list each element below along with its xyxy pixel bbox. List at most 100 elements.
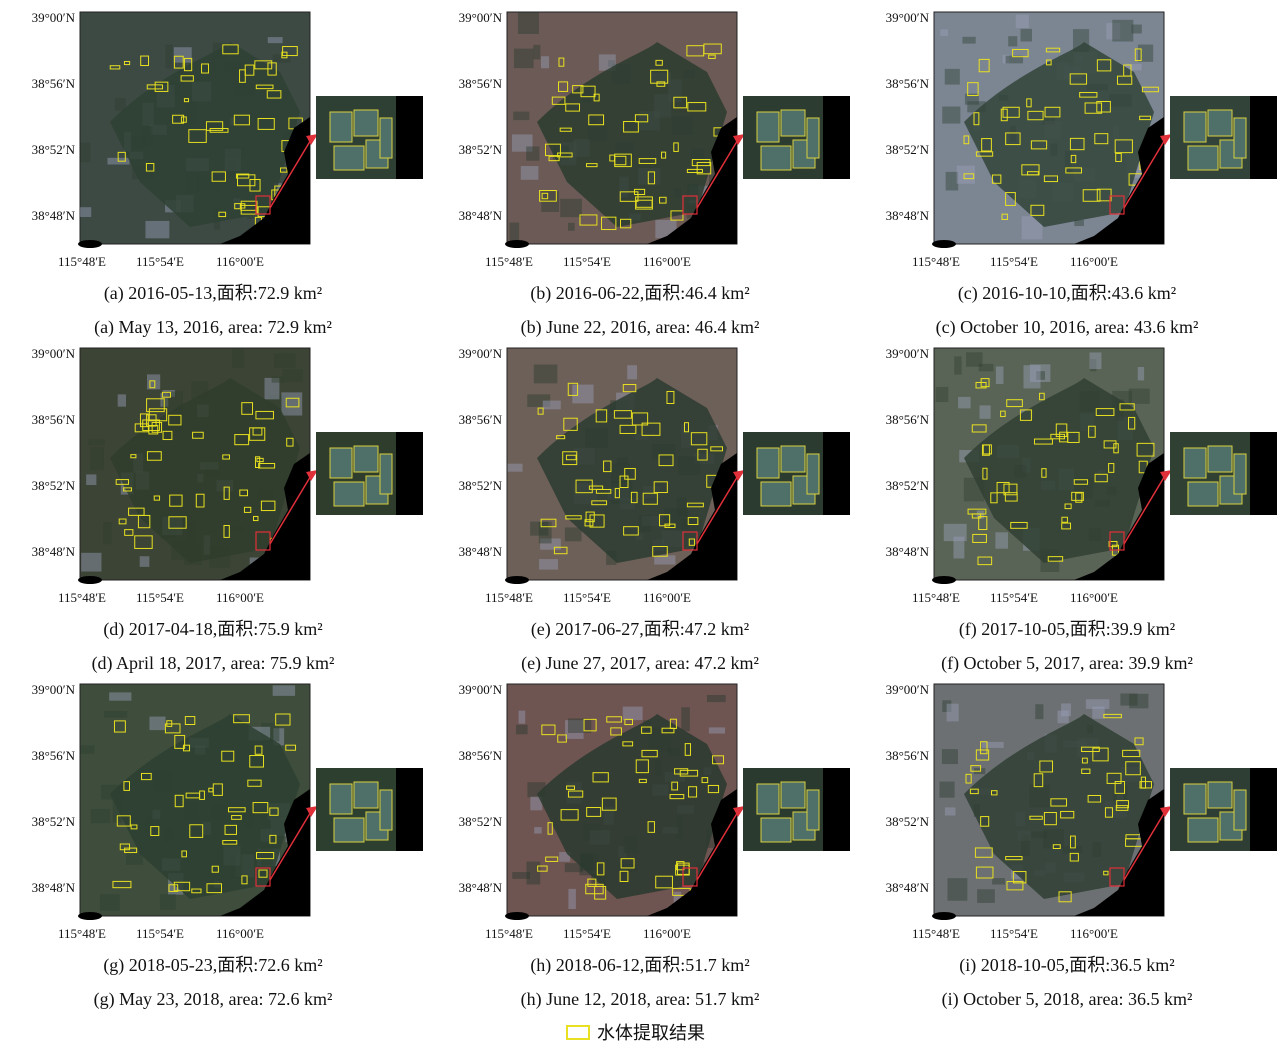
inset-water xyxy=(380,454,392,494)
inset-sea xyxy=(396,96,423,179)
inset-water xyxy=(1208,782,1232,808)
image-texture xyxy=(1138,367,1144,380)
lat-label: 38°52′N xyxy=(32,142,76,157)
lat-label: 38°56′N xyxy=(32,76,76,91)
image-texture xyxy=(572,385,593,404)
image-texture xyxy=(1021,29,1032,42)
image-texture xyxy=(509,223,519,241)
image-texture xyxy=(516,725,528,735)
lon-label: 115°48′E xyxy=(58,254,106,269)
image-texture xyxy=(560,199,582,217)
image-texture xyxy=(534,365,558,384)
image-texture xyxy=(944,524,967,541)
image-texture xyxy=(268,37,283,43)
image-texture xyxy=(1138,45,1153,62)
lon-label: 116°00′E xyxy=(643,590,691,605)
lon-label: 115°54′E xyxy=(563,254,611,269)
image-texture xyxy=(962,37,975,44)
lat-label: 38°48′N xyxy=(459,208,503,223)
lat-label: 38°48′N xyxy=(32,880,76,895)
figure: 39°00′N 38°56′N 38°52′N 38°48′N 115°48′E 115°… xyxy=(0,0,1278,1048)
lat-label: 38°56′N xyxy=(32,412,76,427)
caption-cn: (e) 2017-06-27,面积:47.2 km² xyxy=(531,619,749,640)
panel: 39°00′N38°56′N38°52′N38°48′N115°48′E115°… xyxy=(459,10,850,338)
inset-water xyxy=(761,818,791,842)
image-texture xyxy=(543,401,561,410)
lon-label: 116°00′E xyxy=(1070,254,1118,269)
lon-label: 116°00′E xyxy=(216,254,264,269)
inset-water xyxy=(330,448,352,478)
image-texture xyxy=(958,397,971,408)
image-texture xyxy=(232,348,244,368)
lon-label: 115°48′E xyxy=(58,926,106,941)
lon-label: 115°54′E xyxy=(136,590,184,605)
image-texture xyxy=(946,172,959,191)
image-texture xyxy=(982,742,1004,748)
caption-en: (d) April 18, 2017, area: 75.9 km² xyxy=(92,653,335,674)
inset-water xyxy=(334,146,364,170)
inset-water xyxy=(330,112,352,142)
inset-water xyxy=(1184,112,1206,142)
lat-label: 38°56′N xyxy=(459,748,503,763)
corner-shadow xyxy=(78,912,102,920)
inset-water xyxy=(380,790,392,830)
inset-water xyxy=(781,446,805,472)
image-texture xyxy=(707,695,726,702)
lon-label: 115°48′E xyxy=(912,926,960,941)
lon-label: 115°54′E xyxy=(990,590,1038,605)
caption-cn: (i) 2018-10-05,面积:36.5 km² xyxy=(959,955,1174,976)
inset-sea xyxy=(823,96,850,179)
image-texture xyxy=(623,707,643,720)
inset-water xyxy=(757,112,779,142)
image-texture xyxy=(979,405,990,418)
lat-label: 38°48′N xyxy=(32,544,76,559)
image-texture xyxy=(942,107,960,124)
image-texture xyxy=(940,29,948,36)
lon-label: 116°00′E xyxy=(643,254,691,269)
panel: 39°00′N38°56′N38°52′N38°48′N115°48′E115°… xyxy=(886,10,1277,338)
image-texture xyxy=(118,394,126,406)
image-texture xyxy=(1086,699,1110,709)
image-texture xyxy=(1035,704,1043,719)
lon-label: 116°00′E xyxy=(1070,926,1118,941)
lat-label: 38°48′N xyxy=(886,880,930,895)
image-texture xyxy=(81,553,101,572)
image-texture xyxy=(534,827,542,833)
inset-sea xyxy=(1250,96,1277,179)
image-texture xyxy=(954,356,961,374)
lat-label: 38°48′N xyxy=(32,208,76,223)
lon-label: 115°54′E xyxy=(136,926,184,941)
corner-shadow xyxy=(78,240,102,248)
image-texture xyxy=(115,98,126,111)
corner-shadow xyxy=(932,912,956,920)
lat-label: 39°00′N xyxy=(886,346,930,361)
image-texture xyxy=(88,439,105,445)
lon-label: 115°54′E xyxy=(563,926,611,941)
image-texture xyxy=(947,704,959,722)
image-texture xyxy=(273,685,295,696)
inset-water xyxy=(781,110,805,136)
lat-label: 38°52′N xyxy=(459,142,503,157)
panel: 39°00′N38°56′N38°52′N38°48′N115°48′E115°… xyxy=(886,682,1277,1010)
lon-label: 116°00′E xyxy=(1070,590,1118,605)
inset-water xyxy=(1188,146,1218,170)
lon-label: 115°54′E xyxy=(990,926,1038,941)
caption-en: (g) May 23, 2018, area: 72.6 km² xyxy=(94,989,333,1010)
lat-label: 38°48′N xyxy=(886,208,930,223)
image-texture xyxy=(86,474,96,485)
lon-label: 115°54′E xyxy=(990,254,1038,269)
lat-label: 38°52′N xyxy=(459,478,503,493)
panel: 39°00′N38°56′N38°52′N38°48′N115°48′E115°… xyxy=(886,346,1277,674)
image-texture xyxy=(526,146,539,160)
caption-cn: (a) 2016-05-13,面积:72.9 km² xyxy=(104,283,322,304)
image-texture xyxy=(1112,20,1133,42)
inset-water xyxy=(1208,110,1232,136)
image-texture xyxy=(709,727,725,733)
legend-swatch xyxy=(567,1026,589,1039)
lat-label: 38°48′N xyxy=(459,880,503,895)
image-texture xyxy=(977,889,995,903)
image-texture xyxy=(681,707,690,731)
lat-label: 38°52′N xyxy=(886,814,930,829)
lat-label: 39°00′N xyxy=(459,346,503,361)
